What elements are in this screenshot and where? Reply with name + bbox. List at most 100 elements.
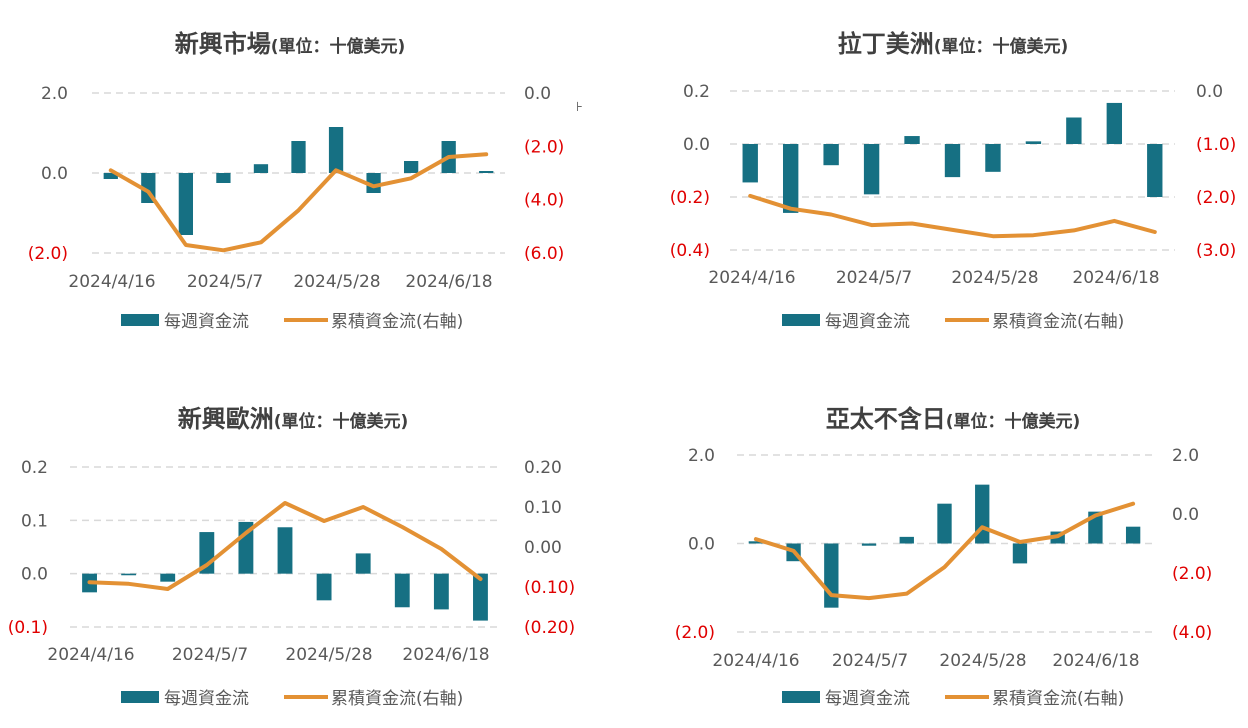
left-axis-tick-label: 0.0 xyxy=(41,164,68,184)
chart-panel-2: 拉丁美洲(單位：十億美元) 0.2 0.0 (0.2) (0.4) 0.0 (1.0) (2.… xyxy=(670,30,1237,332)
left-axis-tick-label: (2.0) xyxy=(675,623,715,643)
weekly-flow-bar xyxy=(899,536,914,544)
weekly-flow-bar xyxy=(479,171,494,173)
chart-legend: 每週資金流 累積資金流(右軸) xyxy=(121,689,463,709)
weekly-flow-bar xyxy=(394,573,410,608)
weekly-flow-bar xyxy=(355,553,371,574)
chart-panel-3: 新興歐洲(單位：十億美元) 0.2 0.1 0.0 (0.1) 0.20 0.10 0.00 (… xyxy=(8,405,575,709)
weekly-flow-bar xyxy=(1125,526,1141,544)
left-axis-tick-label: 0.0 xyxy=(21,565,48,585)
legend-bar-swatch xyxy=(782,691,820,703)
weekly-flow-bar xyxy=(253,164,269,173)
weekly-flow-bar xyxy=(121,573,137,576)
chart-title-unit: (單位：十億美元) xyxy=(271,36,406,57)
left-axis-tick-label: 2.0 xyxy=(688,446,715,466)
right-axis-tick-label: (2.0) xyxy=(1172,564,1212,584)
legend-bar-label: 每週資金流 xyxy=(825,312,910,332)
chart-title: 新興市場(單位：十億美元) xyxy=(175,30,406,58)
right-axis-tick-label: (3.0) xyxy=(1196,241,1236,261)
weekly-flow-bar xyxy=(160,573,176,582)
cumulative-flow-line xyxy=(108,152,489,253)
legend-bar-swatch xyxy=(782,314,820,326)
right-axis-tick-label: (6.0) xyxy=(524,244,564,264)
cumulative-flow-line xyxy=(748,193,1157,239)
x-axis-tick-label: 2024/4/16 xyxy=(47,645,134,665)
chart-legend: 每週資金流 累積資金流(右軸) xyxy=(782,312,1124,332)
weekly-flow-bar xyxy=(1106,102,1123,144)
left-axis-tick-label: (0.4) xyxy=(670,241,710,261)
x-axis-tick-label: 2024/4/16 xyxy=(712,651,799,671)
right-axis-tick-label: 0.10 xyxy=(524,498,562,518)
right-axis-tick-label: (0.20) xyxy=(524,618,575,638)
chart-title-unit: (單位：十億美元) xyxy=(946,411,1081,432)
x-axis-tick-label: 2024/4/16 xyxy=(708,268,795,288)
chart-legend: 每週資金流 累積資金流(右軸) xyxy=(121,312,463,332)
x-axis-tick-label: 2024/6/18 xyxy=(402,645,489,665)
weekly-flow-bar xyxy=(316,573,332,601)
x-axis-tick-label: 2024/5/7 xyxy=(832,651,908,671)
right-axis-tick-label: (4.0) xyxy=(524,191,564,211)
weekly-flow-bar xyxy=(1012,543,1028,564)
x-axis-tick-label: 2024/5/28 xyxy=(285,645,372,665)
chart-title-main: 拉丁美洲 xyxy=(838,30,934,58)
weekly-flow-bar xyxy=(742,144,758,183)
right-axis-tick-label: (0.10) xyxy=(524,578,575,598)
x-axis-tick-label: 2024/6/18 xyxy=(405,272,492,292)
x-axis-tick-label: 2024/5/7 xyxy=(836,268,912,288)
weekly-flow-bar xyxy=(823,144,839,166)
weekly-flow-bar xyxy=(473,573,488,621)
left-axis-tick-label: 0.0 xyxy=(688,535,715,555)
weekly-flow-bar xyxy=(277,527,293,574)
x-axis-tick-label: 2024/6/18 xyxy=(1072,268,1159,288)
weekly-flow-bar xyxy=(748,541,764,544)
weekly-flow-bar xyxy=(1147,144,1163,197)
legend-line-label: 累積資金流(右軸) xyxy=(992,312,1124,332)
chart-title-main: 新興歐洲 xyxy=(178,405,274,433)
weekly-flow-bar xyxy=(824,543,839,608)
legend-bar-swatch xyxy=(121,314,159,326)
chart-title: 亞太不含日(單位：十億美元) xyxy=(826,405,1081,433)
right-axis-tick-label: 2.0 xyxy=(1172,446,1199,466)
weekly-flow-bar xyxy=(937,503,952,544)
right-axis-tick-label: 0.0 xyxy=(1196,82,1223,102)
weekly-flow-bar xyxy=(861,543,877,546)
weekly-flow-bar xyxy=(433,573,449,610)
legend-line-label: 累積資金流(右軸) xyxy=(992,689,1124,709)
right-axis-tick-label: 0.20 xyxy=(524,458,562,478)
x-axis-tick-label: 2024/4/16 xyxy=(68,272,155,292)
stray-cursor-glyph: ⊦ xyxy=(576,100,583,115)
weekly-flow-bar xyxy=(863,144,880,195)
weekly-flow-bar xyxy=(103,173,118,179)
weekly-flow-bar xyxy=(404,161,419,173)
right-axis-tick-label: 0.00 xyxy=(524,538,562,558)
chart-title-unit: (單位：十億美元) xyxy=(934,36,1069,57)
left-axis-tick-label: 0.2 xyxy=(21,458,48,478)
x-axis-tick-label: 2024/6/18 xyxy=(1052,651,1139,671)
chart-title: 拉丁美洲(單位：十億美元) xyxy=(838,30,1069,58)
left-axis-tick-label: 0.0 xyxy=(683,135,710,155)
left-axis-tick-label: (0.1) xyxy=(8,618,48,638)
legend-bar-label: 每週資金流 xyxy=(164,689,249,709)
weekly-flow-bar xyxy=(366,173,381,193)
x-axis-tick-label: 2024/5/28 xyxy=(951,268,1038,288)
right-axis-tick-label: (2.0) xyxy=(1196,188,1236,208)
legend-bar-label: 每週資金流 xyxy=(164,312,249,332)
weekly-flow-bar xyxy=(328,127,344,173)
left-axis-tick-label: (0.2) xyxy=(670,188,710,208)
right-axis-tick-label: 0.0 xyxy=(1172,505,1199,525)
x-axis-tick-label: 2024/5/7 xyxy=(187,272,263,292)
left-axis-tick-label: (2.0) xyxy=(28,244,68,264)
legend-bar-label: 每週資金流 xyxy=(825,689,910,709)
weekly-flow-bar xyxy=(291,141,306,173)
chart-panel-4: 亞太不含日(單位：十億美元) 2.0 0.0 (2.0) 2.0 0.0 (2.0) (4.0… xyxy=(675,405,1213,709)
x-axis-tick-label: 2024/5/28 xyxy=(939,651,1026,671)
chart-legend: 每週資金流 累積資金流(右軸) xyxy=(782,689,1124,709)
weekly-flow-bar xyxy=(1066,117,1082,144)
chart-title-main: 新興市場 xyxy=(175,30,271,58)
legend-line-label: 累積資金流(右軸) xyxy=(331,312,463,332)
legend-line-label: 累積資金流(右軸) xyxy=(331,689,463,709)
left-axis-tick-label: 0.2 xyxy=(683,82,710,102)
right-axis-tick-label: 0.0 xyxy=(524,84,551,104)
chart-title-unit: (單位：十億美元) xyxy=(274,411,409,432)
